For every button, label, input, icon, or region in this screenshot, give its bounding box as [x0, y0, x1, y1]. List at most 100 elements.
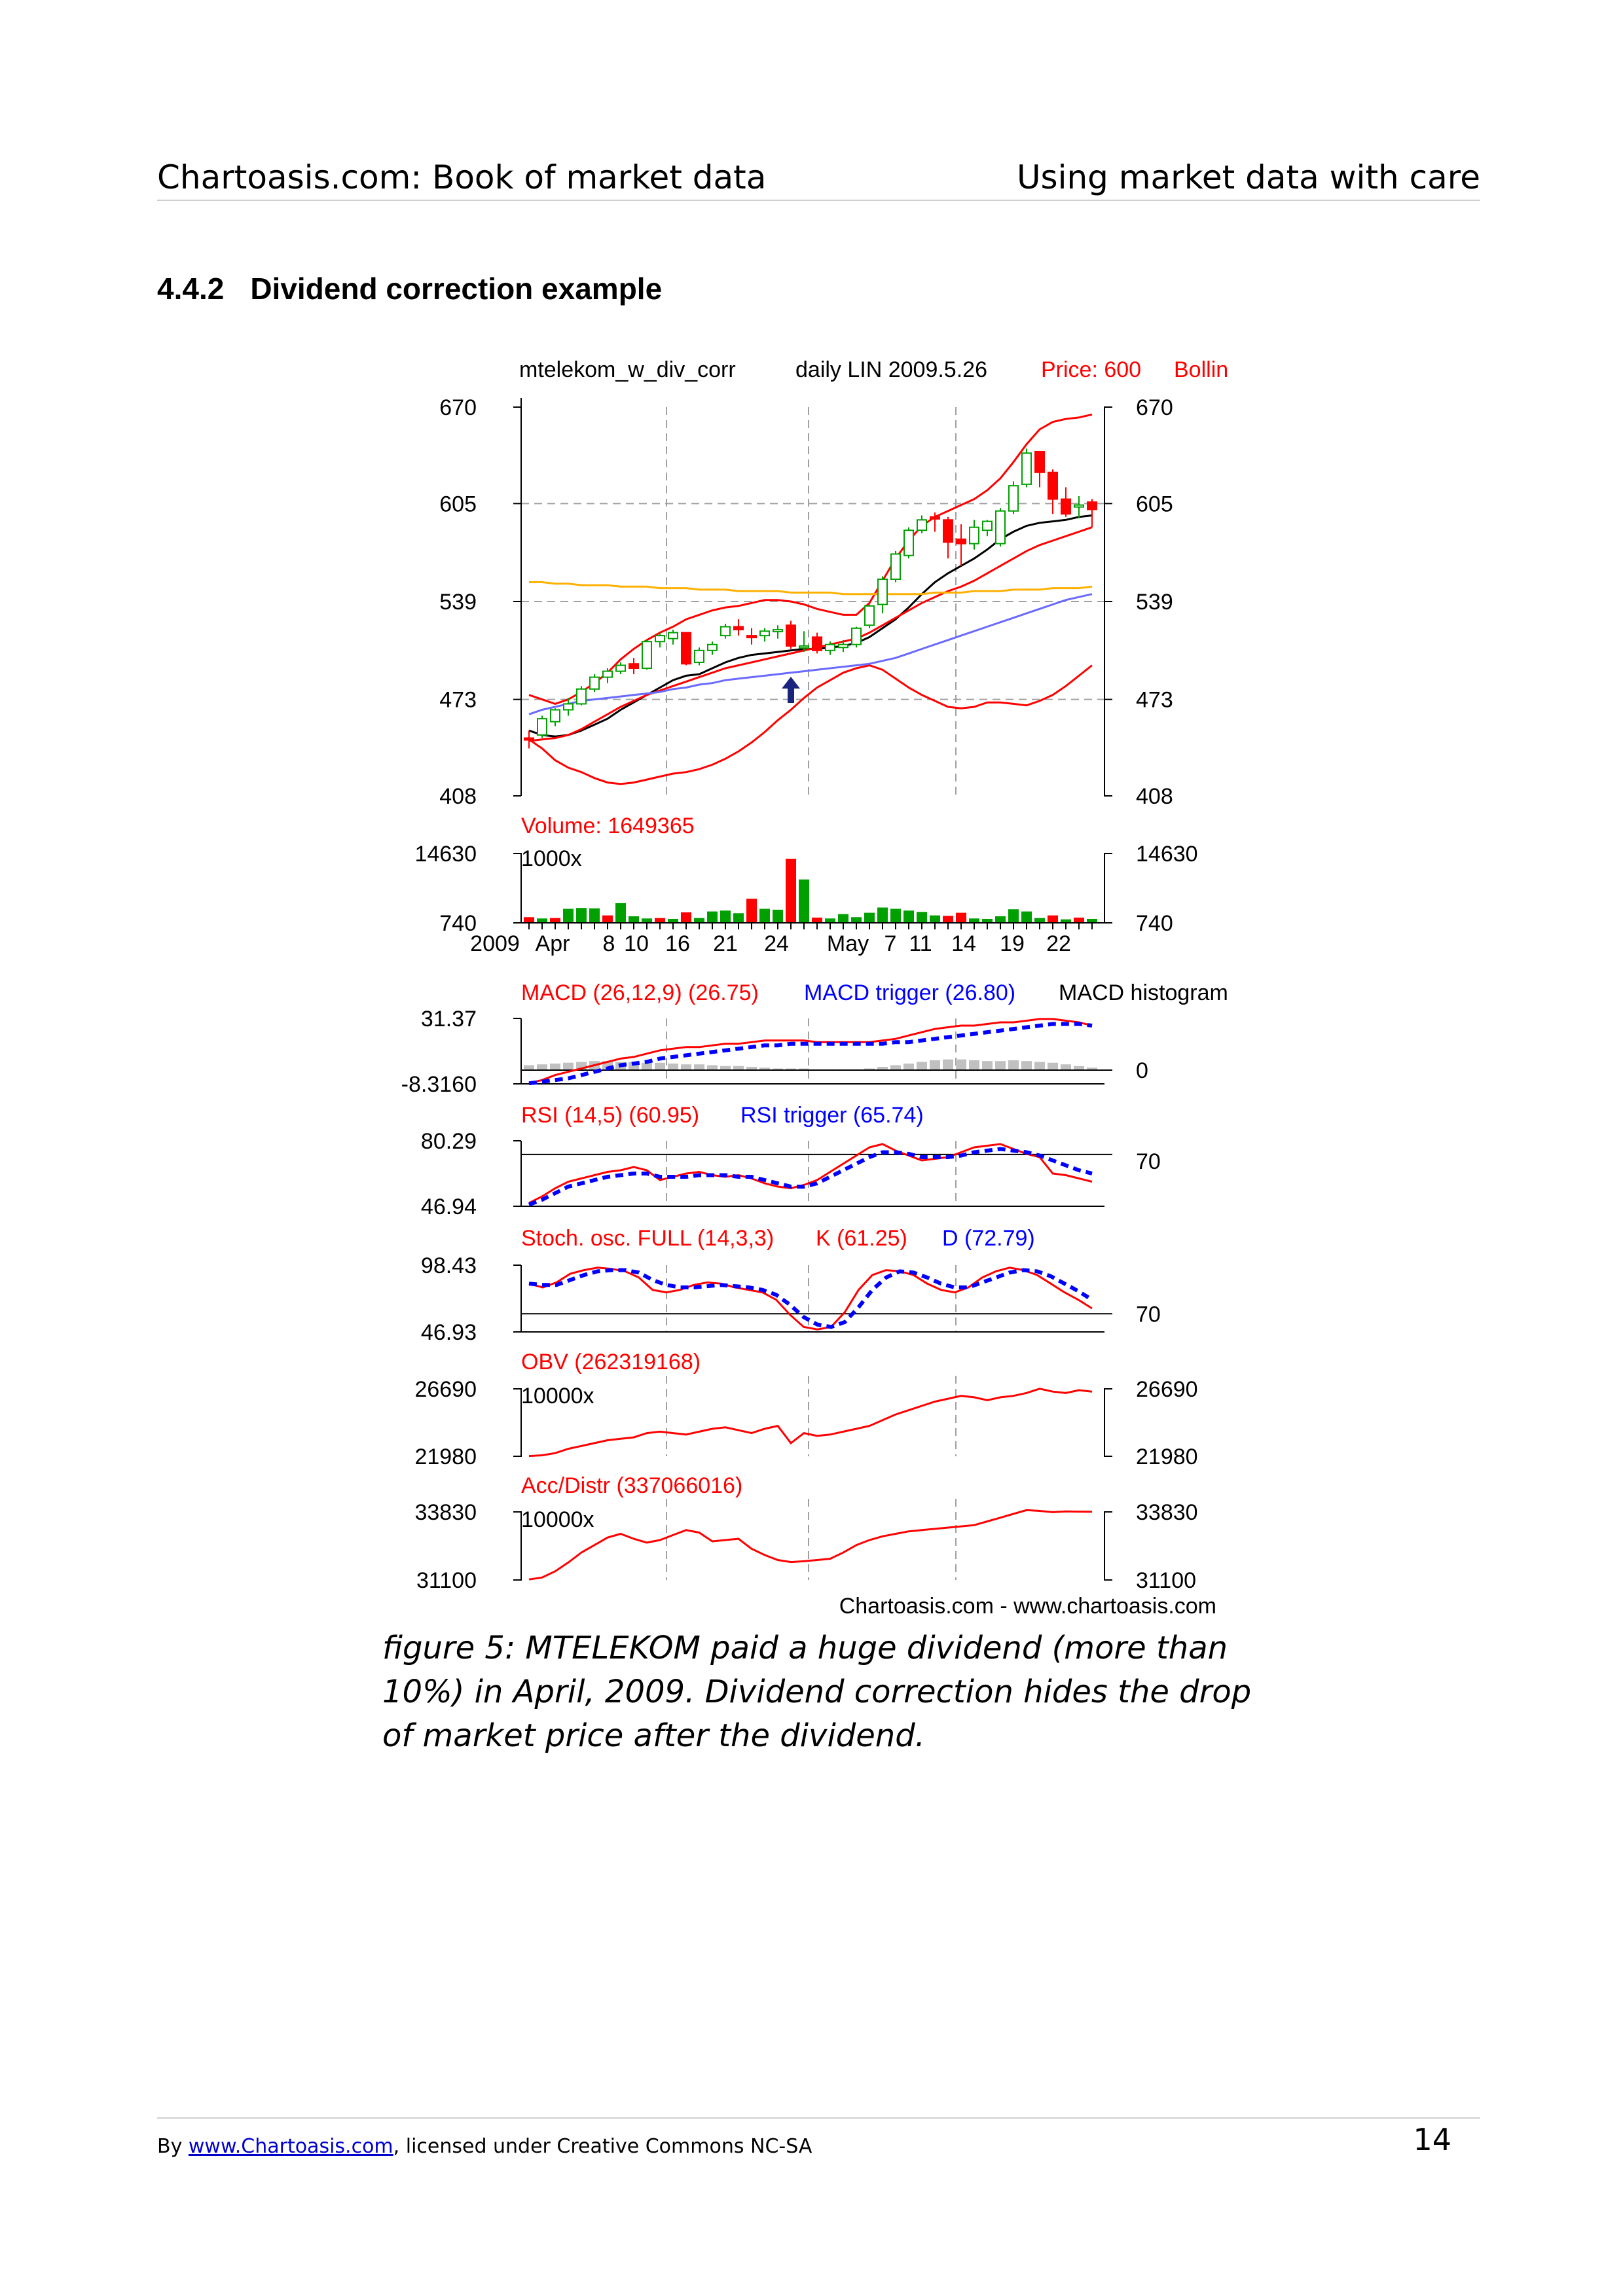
- date-tick-label: 11: [909, 931, 932, 956]
- volume-bar: [746, 899, 757, 923]
- candle-body: [1021, 452, 1032, 485]
- macd-histogram-bar: [890, 1065, 901, 1071]
- volume-right-axis: [1104, 853, 1112, 924]
- candle-body: [786, 624, 796, 647]
- candle-body: [1008, 485, 1019, 512]
- macd-histogram-bar: [1087, 1067, 1097, 1071]
- macd-histogram-bar: [642, 1062, 652, 1071]
- volume-right-tick: 740: [1136, 911, 1173, 936]
- candle-body: [943, 519, 953, 543]
- macd-histogram-bar: [681, 1064, 691, 1071]
- macd-histogram-bar: [773, 1068, 783, 1071]
- volume-bar: [707, 911, 718, 923]
- macd-histogram-bar: [746, 1067, 757, 1071]
- macd-legend: MACD (26,12,9) (26.75): [521, 980, 759, 1005]
- stock-chart: mtelekom_w_div_corr daily LIN 2009.5.26 …: [401, 359, 1229, 1619]
- macd-histogram-bar: [864, 1068, 875, 1071]
- rsi-panel: 80.29 46.94 70: [421, 1129, 1161, 1219]
- macd-histogram-bar: [877, 1067, 888, 1071]
- date-tick-label: May: [827, 931, 869, 956]
- volume-bar: [563, 908, 574, 923]
- obv-line: [528, 1388, 1093, 1458]
- price-axis-frame: [513, 398, 1112, 797]
- date-tick-label: 10: [624, 931, 649, 956]
- macd-histogram-bar: [969, 1060, 979, 1071]
- candle-body: [576, 688, 587, 705]
- date-tick-label: 24: [764, 931, 789, 956]
- candle-body: [733, 626, 744, 631]
- date-tick-label: 19: [1000, 931, 1025, 956]
- volume-left-axis: [513, 853, 522, 924]
- volume-left-tick: 740: [439, 911, 477, 936]
- volume-bar: [877, 907, 888, 923]
- candle-body: [759, 630, 770, 637]
- stoch-d-legend: D (72.79): [942, 1226, 1035, 1251]
- macd-histogram-bar: [759, 1067, 770, 1071]
- price-left-tick: 408: [439, 784, 477, 809]
- volume-bar: [681, 912, 691, 923]
- volume-bar: [589, 908, 600, 923]
- macd-histogram-bar: [707, 1065, 718, 1071]
- volume-axis-frame: [513, 853, 1112, 924]
- macd-histogram-bar: [956, 1059, 966, 1071]
- volume-bar: [537, 918, 547, 923]
- volume-axis-ticks: 14630 14630 740 740: [414, 842, 1197, 936]
- price-right-tick: 605: [1136, 492, 1173, 516]
- volume-bar: [773, 909, 783, 923]
- candle-body: [720, 626, 731, 637]
- stoch-k-legend: K (61.25): [816, 1226, 907, 1251]
- running-header-right: Using market data with care: [1016, 158, 1480, 196]
- obv-right-axis: [1104, 1388, 1112, 1457]
- macd-histogram-bar: [537, 1064, 547, 1071]
- volume-title: Volume: 1649365: [521, 814, 695, 838]
- candle-body: [537, 718, 547, 736]
- rsi-trigger-line: [528, 1147, 1093, 1207]
- header-divider: [157, 200, 1480, 201]
- macd-histogram-bar: [930, 1060, 940, 1071]
- candle-body: [890, 553, 901, 580]
- stoch-d-line: [528, 1268, 1093, 1329]
- running-header-left: Chartoasis.com: Book of market data: [157, 158, 767, 196]
- macd-line: [528, 1018, 1093, 1085]
- obv-right-tick: 26690: [1136, 1377, 1198, 1402]
- candle-body: [746, 635, 757, 639]
- rsi-left-tick: 80.29: [421, 1129, 477, 1154]
- macd-histogram-bar: [1061, 1064, 1071, 1071]
- volume-left-tick: 14630: [414, 842, 477, 867]
- macd-right-tick: 0: [1136, 1058, 1148, 1083]
- figure-caption: figure 5: MTELEKOM paid a huge dividend …: [382, 1630, 1252, 1754]
- macd-histogram-bar: [1048, 1062, 1058, 1071]
- volume-bar: [1008, 909, 1019, 923]
- price-axis-ticks: 670 670 605 605 539 539 473 473 408 408: [439, 395, 1173, 809]
- volume-bar: [1061, 919, 1071, 923]
- long-average-line: [528, 593, 1093, 715]
- obv-left-tick: 21980: [414, 1444, 477, 1469]
- volume-bar: [759, 908, 770, 923]
- volume-bar: [890, 908, 901, 923]
- macd-histogram-bar: [655, 1062, 665, 1071]
- footer-link[interactable]: www.Chartoasis.com: [188, 2135, 393, 2158]
- candle-body: [930, 516, 940, 520]
- rsi-trigger-legend: RSI trigger (65.74): [740, 1103, 924, 1128]
- candle-body: [969, 526, 979, 545]
- chart-watermark: Chartoasis.com - www.chartoasis.com: [839, 1594, 1216, 1619]
- candle-body: [877, 578, 888, 605]
- accdistr-unit: 10000x: [521, 1507, 594, 1532]
- volume-bar: [720, 910, 731, 923]
- price-right-tick: 539: [1136, 590, 1173, 615]
- macd-left-tick: 31.37: [421, 1007, 477, 1031]
- macd-histogram-bar: [982, 1061, 993, 1071]
- volume-bar: [995, 916, 1006, 923]
- volume-bar: [943, 916, 953, 923]
- price-right-tick: 670: [1136, 395, 1173, 420]
- candle-body: [773, 629, 783, 633]
- obv-unit: 10000x: [521, 1384, 594, 1408]
- volume-bar: [655, 918, 665, 923]
- bollinger-mid-line: [528, 526, 1093, 742]
- obv-title: OBV (262319168): [521, 1350, 701, 1374]
- macd-trigger-line: [528, 1022, 1093, 1086]
- footer-divider: [157, 2117, 1480, 2119]
- candle-body: [694, 649, 704, 663]
- macd-histogram-bar: [786, 1068, 796, 1071]
- date-tick-label: 7: [884, 931, 897, 956]
